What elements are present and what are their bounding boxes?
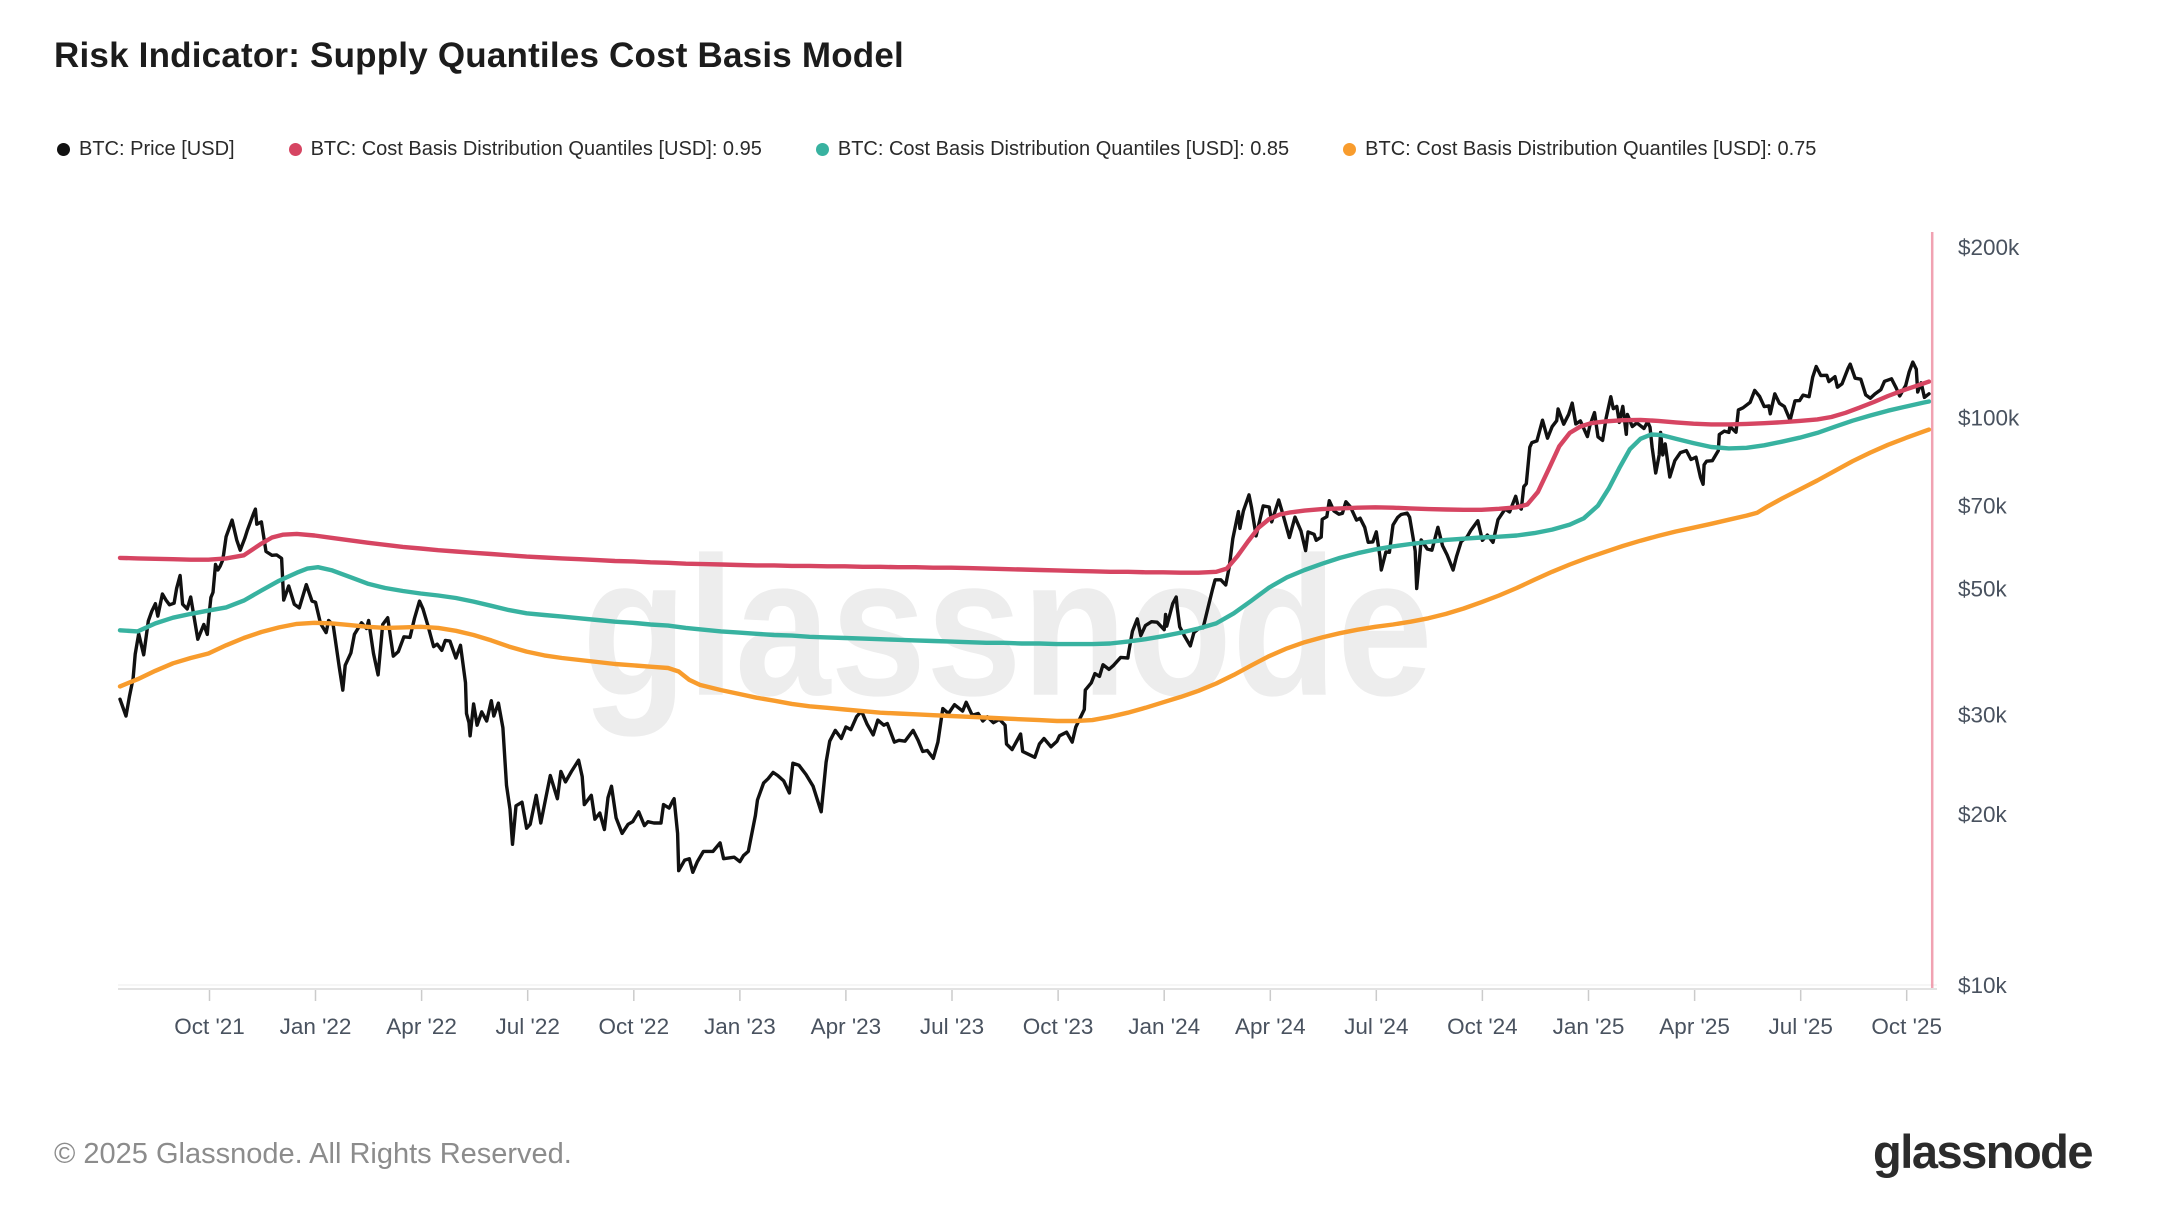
legend-label-q95: BTC: Cost Basis Distribution Quantiles […: [310, 138, 762, 160]
y-tick-label: $200k: [1958, 235, 2020, 260]
x-tick-label: Apr '22: [386, 1014, 457, 1039]
x-tick-label: Jan '25: [1553, 1014, 1625, 1039]
legend-dot-q95-icon: [288, 143, 302, 156]
page-title: Risk Indicator: Supply Quantiles Cost Ba…: [54, 36, 904, 75]
glassnode-logo: glassnode: [1873, 1125, 2093, 1178]
y-tick-label: $100k: [1958, 406, 2020, 431]
legend-item-btc-price[interactable]: BTC: Price [USD]: [57, 138, 235, 161]
series-line-btc-price-usd-: [118, 360, 1931, 874]
x-tick-label: Jul '22: [496, 1014, 560, 1039]
copyright-text: © 2025 Glassnode. All Rights Reserved.: [54, 1138, 572, 1170]
axes: [118, 984, 1937, 990]
legend-item-quantile-095[interactable]: BTC: Cost Basis Distribution Quantiles […: [288, 138, 762, 161]
y-axis-ticks: $200k $100k $70k $50k $30k $20k $10k: [1958, 235, 2020, 998]
x-tick-label: Jul '25: [1769, 1014, 1833, 1039]
x-tick-label: Jul '23: [920, 1014, 984, 1039]
series-line-btc-cost-basis-distribution-quantiles-usd-0-95: [117, 379, 1932, 575]
legend-label-q85: BTC: Cost Basis Distribution Quantiles […: [837, 138, 1290, 160]
y-tick-label: $50k: [1958, 577, 2008, 602]
legend: BTC: Price [USD] BTC: Cost Basis Distrib…: [57, 138, 1816, 161]
series-line-btc-cost-basis-distribution-quantiles-usd-0-85: [117, 399, 1932, 647]
y-tick-label: $20k: [1958, 802, 2008, 827]
legend-item-quantile-085[interactable]: BTC: Cost Basis Distribution Quantiles […: [815, 138, 1290, 161]
x-tick-label: Jan '23: [704, 1014, 776, 1039]
x-tick-label: Oct '24: [1447, 1014, 1518, 1039]
series-line-btc-cost-basis-distribution-quantiles-usd-0-75: [117, 427, 1932, 724]
x-axis-ticks: Oct '21 Jan '22 Apr '22 Jul '22 Oct '22 Jan '…: [174, 990, 1942, 1039]
x-tick-label: Oct '23: [1023, 1014, 1094, 1039]
x-tick-label: Jul '24: [1344, 1014, 1408, 1039]
x-tick-label: Apr '24: [1235, 1014, 1306, 1039]
x-tick-label: Apr '25: [1659, 1014, 1730, 1039]
series-lines: [117, 360, 1932, 874]
legend-item-quantile-075[interactable]: BTC: Cost Basis Distribution Quantiles […: [1343, 138, 1816, 161]
legend-dot-price-icon: [57, 143, 70, 156]
x-tick-label: Oct '21: [174, 1014, 245, 1039]
legend-dot-q85-icon: [815, 143, 829, 156]
x-tick-label: Oct '25: [1871, 1014, 1942, 1039]
y-tick-label: $10k: [1958, 973, 2008, 998]
legend-label-q75: BTC: Cost Basis Distribution Quantiles […: [1365, 138, 1817, 160]
legend-label-price: BTC: Price [USD]: [79, 138, 235, 160]
x-tick-label: Oct '22: [599, 1014, 670, 1039]
legend-dot-q75-icon: [1343, 143, 1357, 156]
y-tick-label: $70k: [1958, 494, 2008, 519]
x-tick-label: Apr '23: [811, 1014, 882, 1039]
y-tick-label: $30k: [1958, 702, 2008, 727]
x-tick-label: Jan '24: [1128, 1014, 1200, 1039]
x-tick-label: Jan '22: [280, 1014, 352, 1039]
